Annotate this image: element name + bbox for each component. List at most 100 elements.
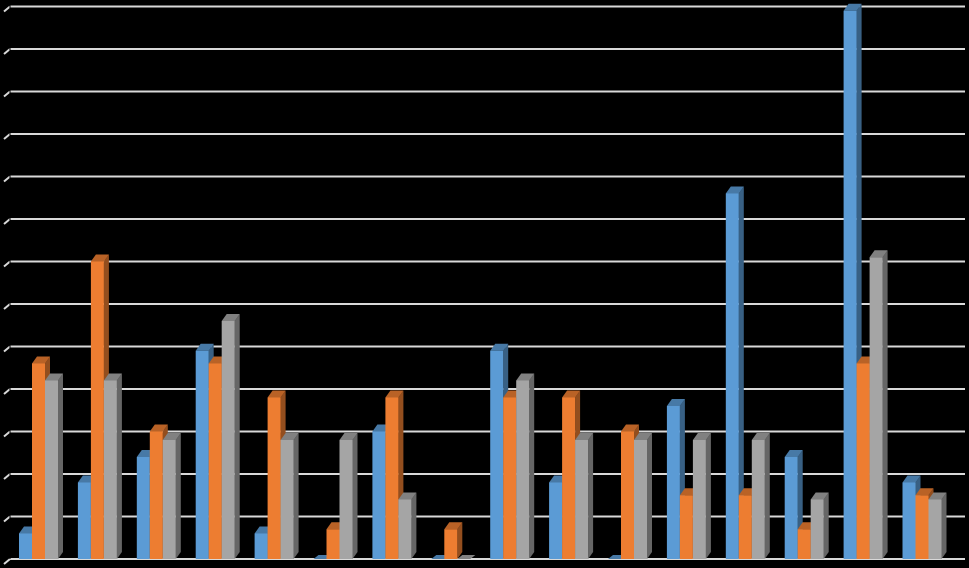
bar-side: [529, 373, 535, 559]
bar-top: [562, 390, 581, 398]
bar-front: [692, 440, 706, 559]
bar-top: [149, 424, 168, 432]
bar-top: [915, 488, 934, 496]
bar-front: [90, 261, 104, 559]
bar: [928, 492, 947, 559]
bar-front: [810, 499, 824, 559]
bar-top: [267, 390, 286, 398]
gridline-tick: [3, 48, 11, 55]
bar-top: [280, 433, 299, 440]
bar-top: [725, 186, 744, 194]
bar-front: [32, 363, 45, 559]
bar-top: [103, 373, 122, 381]
gridline-tick: [3, 345, 11, 353]
bar-front: [254, 533, 268, 559]
bar-top: [666, 399, 685, 406]
bar-top: [634, 433, 652, 440]
gridline-tick: [3, 558, 11, 565]
bar-top: [843, 3, 862, 11]
bar-front: [902, 482, 916, 559]
bar-front: [797, 529, 811, 559]
bar: [575, 433, 594, 559]
bar-front: [725, 193, 739, 559]
gridline-tick: [3, 90, 11, 98]
bar-top: [575, 433, 594, 440]
bar-front: [562, 397, 576, 559]
bar-front: [149, 431, 163, 559]
bar-front: [549, 482, 563, 559]
bar-side: [175, 433, 181, 559]
bar-top: [195, 343, 214, 351]
bar-top: [869, 250, 888, 258]
bar-top: [621, 424, 639, 432]
bar-front: [280, 440, 294, 559]
bar-front: [490, 350, 504, 559]
gridline-tick: [3, 218, 11, 225]
bar-side: [705, 433, 711, 559]
bar-front: [503, 397, 517, 559]
bar-side: [234, 314, 240, 559]
bar-side: [941, 492, 947, 559]
bar: [457, 555, 476, 559]
bar: [221, 314, 240, 559]
bar-front: [77, 482, 91, 559]
bar-top: [339, 433, 358, 440]
bar-front: [634, 440, 647, 559]
bar-side: [647, 433, 652, 559]
bar-side: [457, 522, 463, 559]
bar-front: [103, 380, 117, 559]
bar-top: [444, 522, 463, 530]
bar-top: [692, 433, 711, 440]
gridline-tick: [3, 473, 11, 480]
bar-front: [208, 363, 222, 559]
bar-front: [45, 380, 58, 559]
bar-top: [457, 555, 476, 559]
bar-side: [738, 186, 744, 559]
bar-side: [823, 492, 829, 559]
bar-front: [326, 529, 340, 559]
bar-side: [293, 433, 299, 559]
bar: [280, 433, 299, 559]
bar: [103, 373, 122, 559]
bar-top: [902, 475, 921, 483]
bar-front: [516, 380, 530, 559]
bar-side: [411, 492, 417, 559]
bar-side: [882, 250, 888, 559]
bar-front: [751, 440, 765, 559]
bar-front: [784, 457, 798, 559]
bar: [339, 433, 358, 559]
bar: [398, 492, 417, 559]
bar-front: [136, 457, 150, 559]
bar-front: [19, 533, 32, 559]
bar-top: [385, 390, 404, 398]
bar-front: [398, 499, 412, 559]
bar-front: [575, 440, 589, 559]
bar-side: [588, 433, 594, 559]
bar: [725, 186, 744, 559]
gridline-tick: [3, 133, 11, 140]
bar-front: [267, 397, 281, 559]
bar-front: [444, 529, 458, 559]
bar-front: [843, 10, 857, 559]
bar-front: [915, 495, 929, 559]
bar-front: [666, 406, 680, 559]
bar-top: [162, 433, 181, 440]
bar-side: [116, 373, 122, 559]
bar-front: [869, 257, 883, 559]
bar-front: [928, 499, 942, 559]
bar: [444, 522, 463, 559]
bar-front: [856, 363, 870, 559]
bar: [869, 250, 888, 559]
bar-front: [385, 397, 399, 559]
bar-side: [352, 433, 358, 559]
bar-top: [751, 433, 770, 440]
bar-top: [784, 450, 803, 457]
bar-top: [32, 356, 50, 364]
bar-top: [928, 492, 947, 500]
bar-top: [45, 373, 63, 381]
bar-top: [221, 314, 240, 321]
bar: [692, 433, 711, 559]
bar-front: [738, 495, 752, 559]
bar-side: [764, 433, 770, 559]
bar-front: [372, 431, 386, 559]
